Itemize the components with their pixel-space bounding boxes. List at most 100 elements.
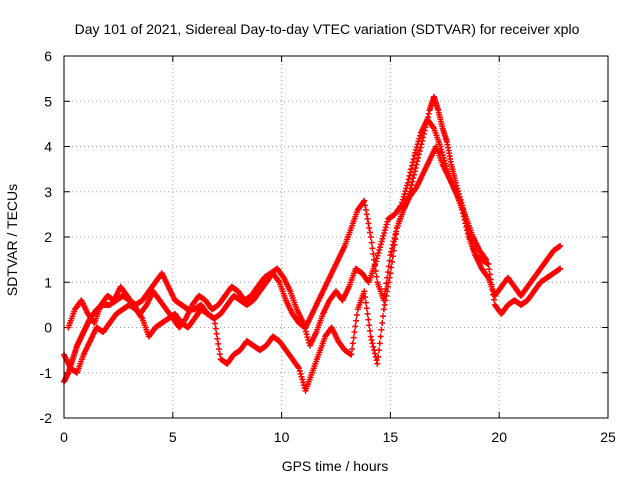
data-point [370,250,377,257]
data-point [361,288,368,295]
data-point [412,149,419,156]
data-point [491,296,498,303]
data-point [384,288,391,295]
data-point [383,292,390,299]
data-point [391,235,398,242]
x-tick-label: 0 [60,429,68,445]
x-axis-title: GPS time / hours [282,458,389,474]
data-point [439,149,446,156]
data-point [369,245,376,252]
data-point [443,163,450,170]
y-tick-label: 1 [44,274,52,290]
data-point [412,164,419,171]
data-point [296,368,303,375]
data-point [369,340,376,347]
data-point [406,172,413,179]
data-point [299,376,306,383]
data-point [363,211,370,218]
data-point [392,236,399,243]
data-point [442,160,449,167]
data-point [416,148,423,155]
data-point [412,146,419,153]
data-point [365,316,372,323]
x-tick-label: 15 [383,429,399,445]
data-point [417,132,424,139]
data-point [373,357,380,364]
y-axis-title: SDTVAR / TECUs [4,184,20,296]
data-point [373,273,380,280]
data-point [490,291,497,298]
y-tick-label: 3 [44,184,52,200]
data-point [366,322,373,329]
data-point [380,232,387,239]
y-tick-label: 6 [44,48,52,64]
data-point [375,347,382,354]
x-tick-label: 25 [600,429,616,445]
data-point [353,312,360,319]
series-track-c [65,116,490,349]
data-points [61,93,564,394]
data-point [390,247,397,254]
data-point [415,154,422,161]
data-point [349,340,356,347]
data-point [298,373,305,380]
plot-frame [63,55,609,419]
data-point [352,323,359,330]
data-point [363,305,370,312]
data-point [385,279,392,286]
data-point [381,230,388,237]
grid-lines [64,56,608,418]
data-point [410,175,417,182]
data-point [375,249,382,256]
data-point [397,203,404,210]
data-point [374,360,381,367]
data-point [300,379,307,386]
data-point [414,141,421,148]
data-point [382,297,389,304]
data-point [393,230,400,237]
data-point [351,329,358,336]
data-point [211,320,218,327]
data-point [389,258,396,265]
data-point [275,278,282,285]
data-point [438,146,445,153]
data-point [361,197,368,204]
data-point [408,162,415,169]
data-point [350,334,357,341]
data-point [425,110,432,117]
data-point [214,335,221,342]
data-point [377,244,384,251]
data-point [482,255,489,262]
data-point [410,155,417,162]
y-tick-label: -1 [40,365,53,381]
y-tick-label: 5 [44,93,52,109]
data-point [216,345,223,352]
data-point [362,206,369,213]
y-tick-label: -2 [40,410,53,426]
data-point [486,271,493,278]
data-point [362,299,369,306]
data-point [362,293,369,300]
data-point [414,158,421,165]
data-point [486,266,493,273]
data-point [366,224,373,231]
data-point [383,221,390,228]
data-point [402,188,409,195]
data-point [379,235,386,242]
data-point [372,261,379,268]
data-point [364,215,371,222]
data-point [413,144,420,151]
data-point [437,143,444,150]
data-point [439,151,446,158]
data-point [398,202,405,209]
data-point [372,258,379,265]
data-point [300,319,307,326]
data-point [295,364,302,371]
data-point [386,274,393,281]
data-point [411,152,418,159]
data-point [376,247,383,254]
x-tick-label: 10 [274,429,290,445]
data-point [404,179,411,186]
data-point [380,306,387,313]
